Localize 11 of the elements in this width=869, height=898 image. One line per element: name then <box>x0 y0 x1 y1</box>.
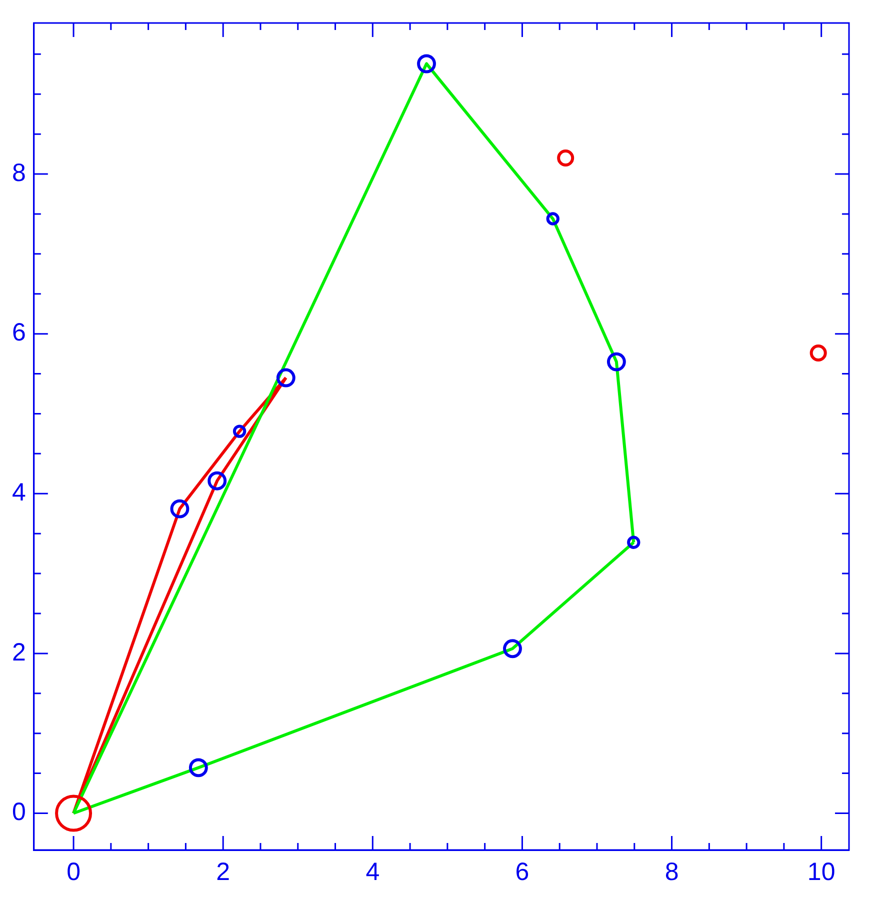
x-tick-label: 8 <box>664 858 679 886</box>
x-tick-label: 2 <box>216 858 230 886</box>
y-tick-label: 0 <box>12 798 26 826</box>
x-tick-label: 0 <box>66 858 80 886</box>
y-tick-label: 2 <box>12 638 26 666</box>
x-tick-label: 6 <box>515 858 530 886</box>
y-tick-label: 6 <box>12 318 26 347</box>
x-tick-label: 4 <box>366 858 380 886</box>
y-tick-label: 8 <box>12 158 26 187</box>
y-tick-label: 4 <box>12 478 26 507</box>
x-tick-label: 10 <box>807 858 836 886</box>
